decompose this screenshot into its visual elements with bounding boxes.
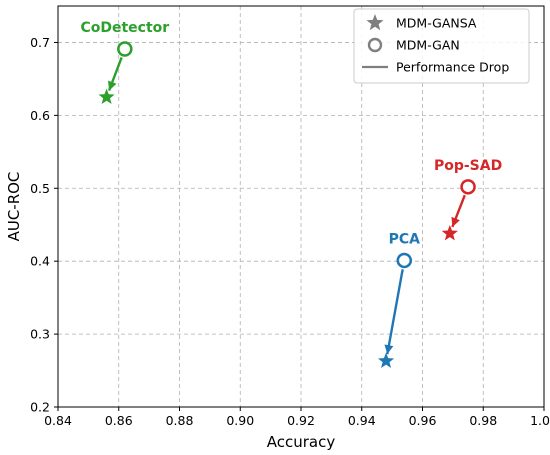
series-label: PCA	[389, 231, 421, 247]
data-layer: CoDetector Pop-SAD PCA	[80, 20, 502, 368]
legend-label: MDM-GAN	[396, 38, 460, 53]
plot-frame	[57, 5, 545, 408]
y-tick-label: 0.3	[30, 327, 50, 342]
legend-star-icon	[366, 14, 384, 31]
mdm-gansa-point	[98, 88, 115, 105]
y-axis-label: AUC-ROC	[5, 172, 23, 242]
x-tick-label: 0.84	[44, 413, 72, 428]
legend-label: Performance Drop	[396, 60, 509, 75]
legend-circle-icon	[367, 37, 383, 53]
series-codetector: CoDetector	[80, 20, 169, 105]
x-tick-label: 0.98	[469, 413, 497, 428]
axes: 0.84 0.86 0.88 0.90 0.92 0.94 0.96 0.98 1.00 0.2 0…	[5, 5, 550, 451]
legend: MDM-GANSA MDM-GAN Performance Drop	[353, 8, 530, 84]
y-tick-label: 0.7	[30, 35, 50, 50]
x-tick-label: 0.96	[409, 413, 437, 428]
y-tick-label: 0.6	[30, 108, 50, 123]
x-tick-label: 0.86	[105, 413, 133, 428]
x-tick-label: 0.88	[166, 413, 194, 428]
legend-label: MDM-GANSA	[396, 16, 477, 31]
legend-box	[353, 8, 530, 84]
mdm-gansa-point	[441, 224, 458, 241]
y-tick-label: 0.5	[30, 181, 50, 196]
mdm-gan-point	[117, 41, 133, 57]
mdm-gan-point	[396, 252, 413, 269]
performance-drop-line	[386, 269, 404, 355]
x-tick-label: 1.00	[530, 413, 550, 428]
y-tick-label: 0.2	[30, 400, 50, 415]
x-tick-label: 0.92	[287, 413, 315, 428]
x-tick-label: 0.90	[226, 413, 254, 428]
x-tick-label: 0.94	[348, 413, 376, 428]
mdm-gansa-point	[377, 352, 395, 368]
series-label: CoDetector	[80, 20, 169, 36]
x-axis-label: Accuracy	[267, 433, 336, 451]
mdm-gan-point	[460, 179, 476, 195]
series-pca: PCA	[377, 231, 421, 368]
performance-drop-arrowhead	[108, 80, 117, 91]
y-tick-label: 0.4	[30, 254, 50, 269]
series-label: Pop-SAD	[434, 158, 502, 174]
performance-drop-arrowhead	[451, 216, 460, 227]
series-pop-sad: Pop-SAD	[434, 158, 502, 241]
performance-drop-arrowhead	[384, 344, 394, 355]
